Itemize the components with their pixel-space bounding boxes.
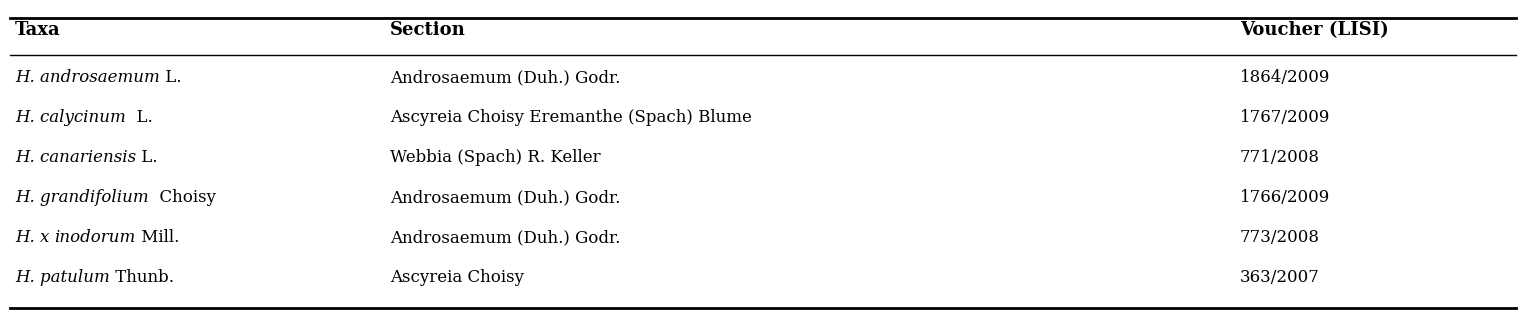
Text: Section: Section	[391, 21, 465, 39]
Text: 1767/2009: 1767/2009	[1241, 109, 1331, 126]
Text: H. androsaemum: H. androsaemum	[15, 70, 160, 86]
Text: 1864/2009: 1864/2009	[1241, 70, 1331, 86]
Text: Mill.: Mill.	[136, 230, 179, 247]
Text: L.: L.	[160, 70, 182, 86]
Text: H. x: H. x	[15, 230, 55, 247]
Text: 773/2008: 773/2008	[1241, 230, 1320, 247]
Text: H. calycinum: H. calycinum	[15, 109, 125, 126]
Text: Ascyreia Choisy: Ascyreia Choisy	[391, 270, 523, 287]
Text: H. canariensis: H. canariensis	[15, 150, 136, 167]
Text: Thunb.: Thunb.	[110, 270, 174, 287]
Text: L.: L.	[125, 109, 153, 126]
Text: Choisy: Choisy	[148, 189, 215, 206]
Text: H. patulum: H. patulum	[15, 270, 110, 287]
Text: Ascyreia Choisy Eremanthe (Spach) Blume: Ascyreia Choisy Eremanthe (Spach) Blume	[391, 109, 752, 126]
Text: Androsaemum (Duh.) Godr.: Androsaemum (Duh.) Godr.	[391, 230, 621, 247]
Text: L.: L.	[136, 150, 157, 167]
Text: Androsaemum (Duh.) Godr.: Androsaemum (Duh.) Godr.	[391, 189, 621, 206]
Text: Webbia (Spach) R. Keller: Webbia (Spach) R. Keller	[391, 150, 601, 167]
Text: 1766/2009: 1766/2009	[1241, 189, 1331, 206]
Text: Taxa: Taxa	[15, 21, 61, 39]
Text: H. grandifolium: H. grandifolium	[15, 189, 148, 206]
Text: Voucher (LISI): Voucher (LISI)	[1241, 21, 1389, 39]
Text: inodorum: inodorum	[55, 230, 136, 247]
Text: 771/2008: 771/2008	[1241, 150, 1320, 167]
Text: 363/2007: 363/2007	[1241, 270, 1320, 287]
Text: Androsaemum (Duh.) Godr.: Androsaemum (Duh.) Godr.	[391, 70, 621, 86]
